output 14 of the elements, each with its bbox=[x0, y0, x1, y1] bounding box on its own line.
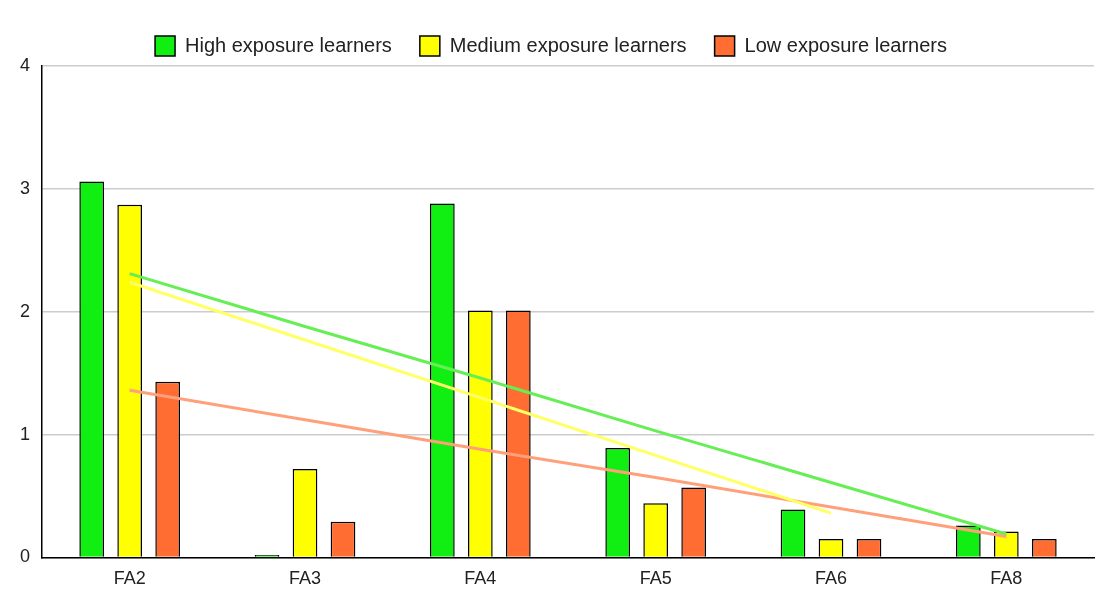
x-tick-label: FA3 bbox=[288, 568, 322, 589]
x-tick-label: FA4 bbox=[464, 568, 497, 589]
y-tick-label: 2 bbox=[20, 300, 31, 321]
legend-label: Low exposure learners bbox=[744, 33, 947, 56]
legend-label: Medium exposure learners bbox=[449, 33, 687, 56]
y-tick-label: 0 bbox=[20, 546, 31, 567]
y-tick-label: 4 bbox=[20, 54, 31, 75]
x-tick-label: FA2 bbox=[113, 568, 146, 589]
y-tick-label: 1 bbox=[20, 423, 31, 444]
x-tick-label: FA8 bbox=[990, 568, 1023, 589]
x-tick-label: FA6 bbox=[814, 568, 848, 589]
x-tick-label: FA5 bbox=[639, 568, 672, 589]
legend-label: High exposure learners bbox=[185, 33, 392, 56]
y-tick-label: 3 bbox=[20, 177, 31, 198]
